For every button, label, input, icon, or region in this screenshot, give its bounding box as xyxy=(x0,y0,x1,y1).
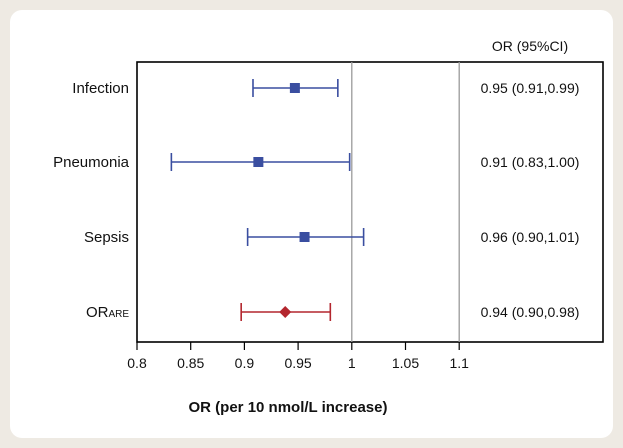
forest-row-2: Sepsis 0.96 (0.90,1.01) xyxy=(84,228,579,246)
ci-column-header: OR (95%CI) xyxy=(492,38,568,54)
ci-text-1: 0.91 (0.83,1.00) xyxy=(481,154,580,170)
ci-text-0: 0.95 (0.91,0.99) xyxy=(481,80,580,96)
plot-frame xyxy=(136,61,604,343)
forest-plot: 0.8 0.85 0.9 0.95 1 1.05 1.1 Infection 0.95 (0.… xyxy=(53,38,604,416)
row-label-3: ORARE xyxy=(86,304,129,321)
estimate-square-1 xyxy=(253,157,264,167)
estimate-square-0 xyxy=(289,83,300,93)
forest-row-0: Infection 0.95 (0.91,0.99) xyxy=(72,79,579,97)
estimate-square-2 xyxy=(299,232,310,242)
x-tick-label-1: 0.85 xyxy=(177,355,204,371)
x-tick-label-6: 1.1 xyxy=(449,355,469,371)
row-label-2: Sepsis xyxy=(84,229,129,246)
ci-text-2: 0.96 (0.90,1.01) xyxy=(481,229,580,245)
figure-card: 0.8 0.85 0.9 0.95 1 1.05 1.1 Infection 0.95 (0.… xyxy=(10,10,613,438)
x-tick-label-2: 0.9 xyxy=(235,355,255,371)
forest-row-1: Pneumonia 0.91 (0.83,1.00) xyxy=(53,153,579,171)
x-axis-label: OR (per 10 nmol/L increase) xyxy=(189,399,388,416)
estimate-diamond-3 xyxy=(279,306,292,318)
row-label-0: Infection xyxy=(72,80,129,97)
row-label-1: Pneumonia xyxy=(53,154,130,171)
x-tick-label-0: 0.8 xyxy=(127,355,147,371)
forest-row-3: ORARE 0.94 (0.90,0.98) xyxy=(86,303,579,321)
x-tick-label-4: 1 xyxy=(348,355,356,371)
x-tick-label-3: 0.95 xyxy=(284,355,311,371)
x-tick-label-5: 1.05 xyxy=(392,355,419,371)
ci-text-3: 0.94 (0.90,0.98) xyxy=(481,304,580,320)
